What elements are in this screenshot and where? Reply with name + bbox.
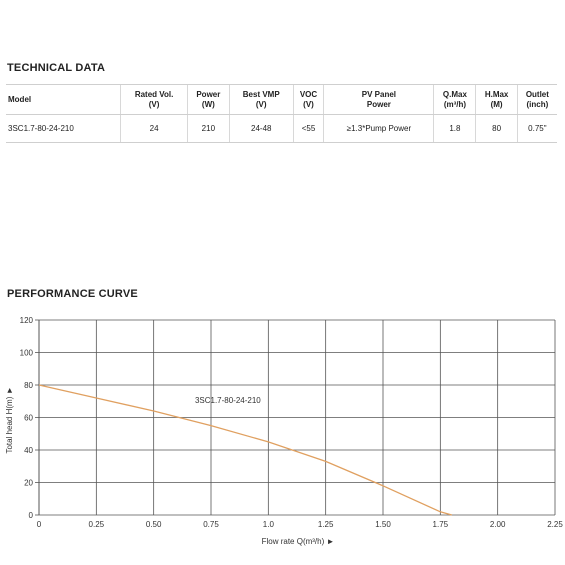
- x-tick-label: 1.75: [433, 520, 449, 529]
- chart-ticks: 0 0.25 0.50 0.75 1.0 1.25 1.50 1.75 2.00 2.25 0 20 4…: [20, 316, 564, 529]
- table-cell: 80: [475, 114, 518, 143]
- table-cell: 24-48: [228, 114, 294, 143]
- column-header-line: (W): [201, 99, 215, 109]
- column-header: Outlet (inch): [516, 84, 557, 115]
- x-tick-label: 0.75: [203, 520, 219, 529]
- column-header: Rated Vol. (V): [120, 84, 188, 115]
- column-header-line: Power: [196, 89, 221, 99]
- column-header-line: Best VMP: [242, 89, 280, 99]
- x-tick-label: 2.00: [490, 520, 506, 529]
- chart-grid: [35, 319, 556, 516]
- column-header-line: (inch): [526, 99, 549, 109]
- x-tick-label: 1.0: [263, 520, 275, 529]
- column-header: Model: [6, 84, 121, 115]
- y-tick-label: 0: [29, 511, 34, 520]
- column-header: Best VMP (V): [228, 84, 294, 115]
- y-tick-label: 80: [24, 381, 33, 390]
- technical-data-table: Model Rated Vol. (V) Power (W) Best VMP (V) VOC…: [6, 84, 557, 143]
- column-header-line: (V): [148, 99, 160, 109]
- x-tick-label: 1.50: [375, 520, 391, 529]
- column-header-line: (V): [303, 99, 314, 109]
- y-tick-label: 20: [24, 479, 33, 488]
- column-header-line: (m³/h): [443, 99, 467, 109]
- column-header: VOC (V): [292, 84, 324, 115]
- column-header-line: Rated Vol.: [134, 89, 174, 99]
- column-header-line: VOC: [299, 89, 318, 99]
- x-tick-label: 2.25: [547, 520, 563, 529]
- y-tick-label: 60: [24, 414, 33, 423]
- y-tick-label: 120: [20, 316, 34, 325]
- column-header-line: Model: [8, 94, 32, 104]
- column-header-line: Q.Max: [442, 89, 467, 99]
- column-header: Power (W): [186, 84, 230, 115]
- table-cell: 210: [186, 114, 230, 143]
- chart-series: 3SC1.7-80-24-210: [38, 384, 452, 516]
- table-cell: 0.75": [516, 114, 557, 143]
- x-tick-label: 0.25: [89, 520, 105, 529]
- x-tick-label: 0.50: [146, 520, 162, 529]
- column-header: H.Max (M): [475, 84, 518, 115]
- series-line: [38, 384, 452, 516]
- column-header-line: (V): [255, 99, 267, 109]
- column-header: PV Panel Power: [323, 84, 434, 115]
- series-label: 3SC1.7-80-24-210: [195, 396, 261, 405]
- y-tick-label: 40: [24, 446, 33, 455]
- table-cell: <55: [292, 114, 324, 143]
- performance-chart: 0 0.25 0.50 0.75 1.0 1.25 1.50 1.75 2.00 2.25 0 20 4…: [5, 316, 564, 546]
- y-tick-label: 100: [20, 349, 34, 358]
- x-axis-label: Flow rate Q(m³/h) ►: [262, 537, 335, 546]
- x-tick-label: 0: [37, 520, 42, 529]
- table-header-row: Model Rated Vol. (V) Power (W) Best VMP (V) VOC…: [6, 84, 557, 115]
- table-body: 3SC1.7-80-24-210 24 210 24-48 <55 ≥1.3*Pump P…: [6, 114, 557, 143]
- column-header: Q.Max (m³/h): [433, 84, 476, 115]
- table-cell: 1.8: [433, 114, 476, 143]
- y-axis-label: Total head H(m) ►: [5, 386, 14, 453]
- column-header-line: (M): [490, 99, 503, 109]
- table-cell: 3SC1.7-80-24-210: [6, 114, 121, 143]
- column-header-line: Outlet: [525, 89, 549, 99]
- table-cell: ≥1.3*Pump Power: [323, 114, 434, 143]
- x-tick-label: 1.25: [318, 520, 334, 529]
- table-row: 3SC1.7-80-24-210 24 210 24-48 <55 ≥1.3*Pump P…: [6, 114, 557, 143]
- table-cell: 24: [120, 114, 188, 143]
- column-header-line: Power: [366, 99, 391, 109]
- performance-curve-title: PERFORMANCE CURVE: [7, 288, 138, 300]
- technical-data-title: TECHNICAL DATA: [7, 62, 106, 74]
- column-header-line: PV Panel: [361, 89, 397, 99]
- column-header-line: H.Max: [484, 89, 509, 99]
